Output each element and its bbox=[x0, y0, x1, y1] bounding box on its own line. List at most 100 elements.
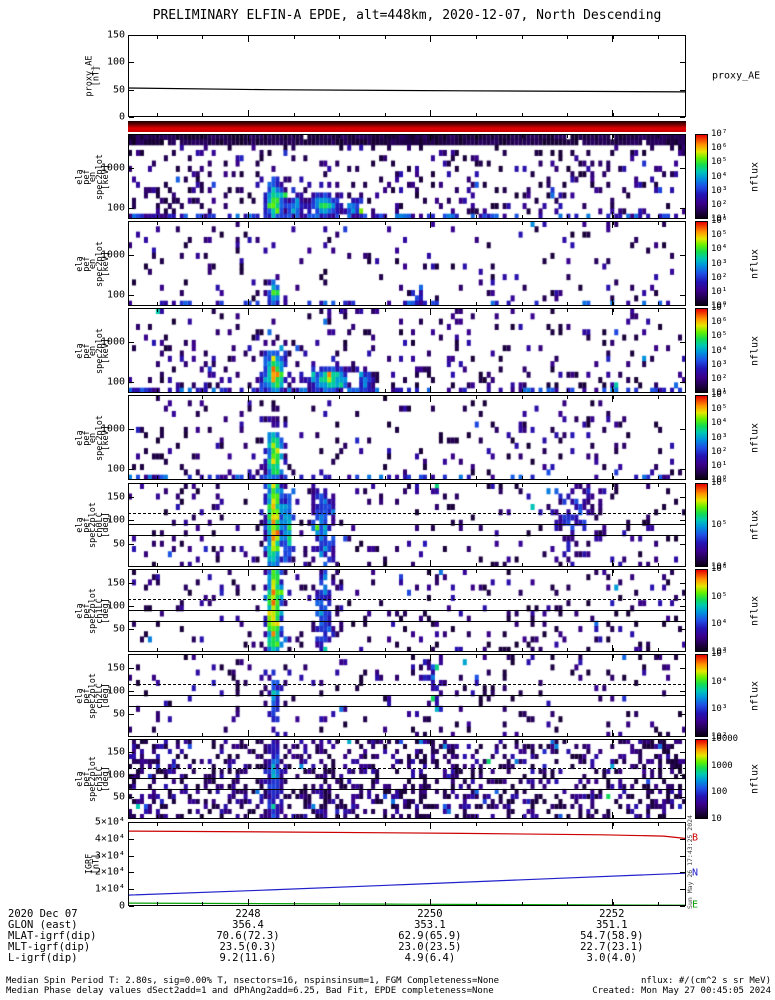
x-tick-major bbox=[247, 823, 249, 829]
x-tick-minor bbox=[430, 823, 432, 826]
colorbar-ch0 bbox=[695, 483, 708, 567]
x-tick-minor bbox=[156, 113, 158, 116]
colorbar-label: 10⁵ bbox=[711, 230, 728, 241]
x-tick-minor bbox=[202, 389, 204, 392]
x-tick-minor bbox=[658, 740, 660, 743]
x-tick-minor bbox=[156, 389, 158, 392]
x-tick-minor bbox=[430, 135, 432, 138]
x-tick-minor bbox=[430, 902, 432, 905]
y-axis-label: ela pef en spec2plot [keV] bbox=[74, 153, 111, 200]
x-tick-minor bbox=[612, 655, 614, 658]
y-tick-label: 100 bbox=[106, 685, 125, 697]
colorbar-en2 bbox=[695, 308, 708, 393]
y-tick-label: 100 bbox=[106, 376, 125, 388]
y-tick-mark bbox=[129, 62, 134, 64]
y-tick-label: 50 bbox=[112, 708, 125, 720]
x-tick-major bbox=[429, 386, 431, 392]
x-tick-major bbox=[247, 396, 249, 402]
x-tick-minor bbox=[521, 740, 523, 743]
y-tick-mark bbox=[129, 872, 134, 874]
x-tick-minor bbox=[202, 563, 204, 566]
y-tick-mark bbox=[129, 796, 134, 798]
x-tick-minor bbox=[612, 484, 614, 487]
x-tick-minor bbox=[248, 36, 250, 39]
x-tick-minor bbox=[293, 648, 295, 651]
y-tick-label: 150 bbox=[106, 746, 125, 758]
x-tick-minor bbox=[612, 309, 614, 312]
ephemeris-value: 23.0(23.5) bbox=[398, 941, 462, 953]
x-tick-minor bbox=[612, 36, 614, 39]
colorbar-label: 10⁶ bbox=[711, 216, 728, 226]
x-tick-minor bbox=[476, 309, 478, 312]
x-tick-minor bbox=[476, 902, 478, 905]
y-tick-mark bbox=[680, 605, 685, 607]
colorbar-en1 bbox=[695, 221, 708, 306]
y-tick-label: 150 bbox=[106, 491, 125, 503]
colorbar-ch3 bbox=[695, 739, 708, 819]
x-tick-minor bbox=[658, 648, 660, 651]
y-tick-mark bbox=[129, 605, 134, 607]
x-tick-major bbox=[247, 655, 249, 661]
y-tick-mark bbox=[129, 774, 134, 776]
x-tick-minor bbox=[567, 36, 569, 39]
x-tick-minor bbox=[476, 135, 478, 138]
x-tick-minor bbox=[430, 215, 432, 218]
colorbar-label: 10⁰ bbox=[711, 475, 728, 485]
x-tick-minor bbox=[339, 389, 341, 392]
x-tick-minor bbox=[156, 570, 158, 573]
x-tick-minor bbox=[293, 113, 295, 116]
x-tick-major bbox=[611, 396, 613, 402]
y-tick-mark bbox=[680, 872, 685, 874]
x-tick-minor bbox=[567, 476, 569, 479]
x-tick-minor bbox=[658, 309, 660, 312]
y-tick-mark bbox=[680, 796, 685, 798]
x-tick-minor bbox=[521, 733, 523, 736]
x-tick-minor bbox=[156, 648, 158, 651]
x-tick-minor bbox=[202, 135, 204, 138]
x-tick-major bbox=[429, 299, 431, 305]
x-tick-major bbox=[247, 36, 249, 42]
x-tick-minor bbox=[430, 484, 432, 487]
x-tick-minor bbox=[658, 823, 660, 826]
x-tick-minor bbox=[156, 740, 158, 743]
x-tick-minor bbox=[567, 396, 569, 399]
x-tick-minor bbox=[476, 396, 478, 399]
x-tick-major bbox=[611, 110, 613, 116]
x-tick-minor bbox=[384, 302, 386, 305]
x-tick-major bbox=[611, 222, 613, 228]
y-tick-label: 1000 bbox=[100, 162, 125, 174]
ephemeris-row-label: GLON (east) bbox=[8, 919, 78, 931]
y-tick-mark bbox=[680, 497, 685, 498]
y-tick-mark bbox=[129, 713, 134, 715]
ephemeris-value: 54.7(58.9) bbox=[580, 930, 644, 942]
x-tick-minor bbox=[202, 113, 204, 116]
y-tick-mark bbox=[680, 628, 685, 630]
y-tick-mark bbox=[680, 713, 685, 715]
colorbar-label: 10⁶ bbox=[711, 143, 728, 154]
y-tick-label: 100 bbox=[106, 769, 125, 781]
y-tick-label: 5×10⁴ bbox=[94, 816, 125, 828]
x-tick-minor bbox=[248, 823, 250, 826]
y-tick-mark bbox=[680, 89, 685, 91]
x-tick-minor bbox=[658, 815, 660, 818]
x-tick-major bbox=[247, 135, 249, 141]
spectrogram-canvas-en0 bbox=[128, 134, 686, 219]
y-tick-mark bbox=[680, 341, 685, 343]
x-tick-major bbox=[611, 823, 613, 829]
x-tick-major bbox=[429, 655, 431, 661]
x-tick-minor bbox=[658, 902, 660, 905]
x-tick-minor bbox=[430, 815, 432, 818]
losscone-line-dashed bbox=[128, 683, 686, 685]
y-tick-mark bbox=[129, 382, 134, 384]
x-tick-major bbox=[611, 812, 613, 818]
x-tick-minor bbox=[612, 302, 614, 305]
x-tick-minor bbox=[384, 135, 386, 138]
x-tick-minor bbox=[521, 484, 523, 487]
colorbar-label: 10² bbox=[711, 446, 728, 457]
x-tick-minor bbox=[567, 484, 569, 487]
colorbar-label: 10⁷ bbox=[711, 303, 728, 313]
x-tick-major bbox=[611, 135, 613, 141]
x-tick-minor bbox=[658, 389, 660, 392]
x-tick-minor bbox=[156, 823, 158, 826]
y-tick-label: 4×10⁴ bbox=[94, 833, 125, 845]
